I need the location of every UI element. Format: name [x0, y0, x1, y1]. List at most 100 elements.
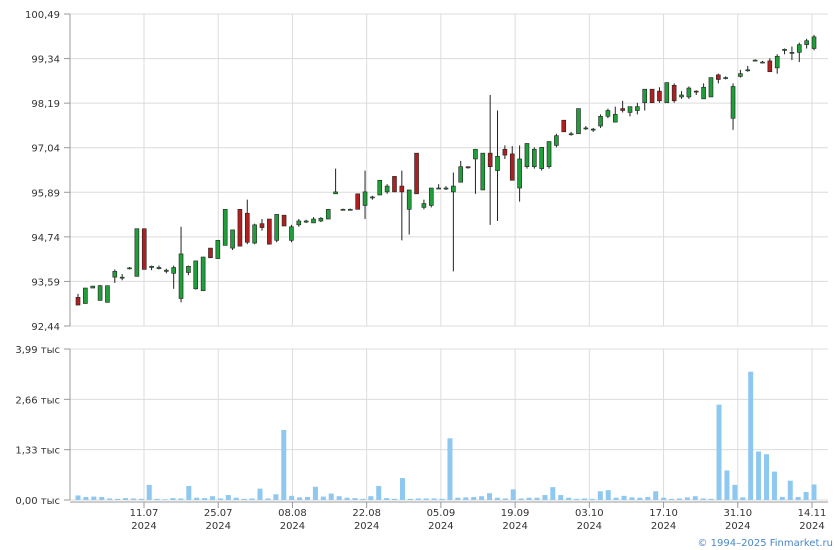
volume-bar [676, 498, 682, 500]
volume-bar [653, 491, 659, 500]
volume-bar [471, 496, 477, 500]
volume-bar [487, 493, 493, 500]
price-tick-label: 95,89 [31, 188, 60, 199]
price-tick-label: 97,04 [31, 144, 60, 155]
candle-body [75, 297, 81, 306]
candle-body [141, 228, 147, 270]
candle-body [723, 77, 728, 79]
candle-body [620, 108, 625, 111]
candle-body [679, 94, 684, 98]
candle-body [362, 191, 368, 206]
candle-body [495, 155, 500, 171]
candle-body [392, 176, 397, 193]
candle-body [576, 108, 581, 135]
price-tick-label: 100,49 [25, 10, 60, 21]
candle-body [421, 203, 427, 208]
candle-body [760, 61, 765, 64]
price-y-axis: 100,49 99,34 98,19 97,04 95,89 94,74 93,59 92,4… [25, 10, 70, 333]
volume-bar [399, 478, 405, 500]
candle-body [333, 191, 338, 195]
candle-body [502, 148, 508, 156]
candle-body [693, 90, 699, 93]
volume-bar [257, 488, 263, 500]
volume-bar [613, 497, 619, 500]
candle-body [178, 253, 184, 299]
candle-body [642, 88, 648, 104]
price-tick-label: 92,44 [31, 322, 60, 333]
volume-bar [415, 498, 421, 500]
candle-body [716, 74, 721, 80]
price-tick-label: 94,74 [31, 233, 60, 244]
copyright-text[interactable]: © 1994–2025 Finmarket.ru [697, 538, 833, 549]
volume-bar [99, 496, 105, 500]
candle-body [590, 128, 596, 131]
volume-bar [811, 484, 817, 500]
x-tick-label-year: 2024 [799, 521, 824, 532]
volume-bar [162, 499, 168, 500]
x-tick-label-day: 25.07 [204, 508, 233, 519]
candle-body [517, 158, 522, 189]
x-tick-label-day: 05.09 [427, 508, 456, 519]
volume-bar [170, 498, 176, 500]
volume-bar [661, 497, 667, 500]
x-tick-label-year: 2024 [502, 521, 527, 532]
x-tick-label-day: 31.10 [723, 508, 752, 519]
candle-body [738, 73, 743, 77]
volume-bar [289, 495, 295, 500]
x-tick-label-year: 2024 [651, 521, 676, 532]
candle-body [627, 106, 633, 113]
candle-body [487, 152, 493, 168]
volume-bar [217, 498, 223, 500]
candle-body [281, 214, 287, 227]
candle-body [796, 44, 802, 53]
candle-body [782, 48, 787, 51]
candle-body [730, 86, 736, 119]
volume-bar [550, 487, 556, 500]
x-tick-label-day: 19.09 [501, 508, 530, 519]
candle-body [612, 114, 618, 123]
candle-body [443, 187, 449, 190]
volume-bar [154, 498, 160, 500]
x-tick-label-day: 08.08 [278, 508, 307, 519]
volume-bar [447, 438, 453, 500]
candle-body [230, 229, 235, 249]
candle-body [671, 85, 677, 102]
candle-body [222, 209, 228, 246]
candle-body [156, 267, 162, 269]
volume-bar [779, 496, 785, 500]
candle-body [480, 152, 486, 191]
candle-body [149, 266, 154, 268]
volume-bar [740, 497, 746, 500]
candle-body [524, 143, 530, 168]
volume-bar [637, 497, 643, 500]
candle-body [561, 119, 567, 133]
volume-bar [605, 490, 611, 500]
volume-bar [732, 484, 738, 500]
candle-body [355, 193, 360, 210]
volume-tick-label: 3,99 тыс [15, 345, 60, 356]
candle-body [635, 106, 640, 111]
volume-bar [202, 498, 208, 500]
candle-body [664, 82, 670, 104]
volume-bar [526, 497, 532, 500]
volume-bar [233, 497, 239, 500]
volume-bar [518, 498, 524, 500]
candle-body [767, 60, 773, 73]
volume-bar [265, 498, 271, 500]
volume-bar [249, 498, 255, 500]
volume-bar [210, 496, 216, 500]
x-tick-label-year: 2024 [280, 521, 305, 532]
volume-bar [597, 491, 603, 500]
price-candles [75, 34, 817, 306]
candle-body [252, 224, 257, 244]
volume-bar [795, 496, 801, 500]
candle-body [237, 209, 243, 247]
volume-tick-label: 1,33 тыс [15, 446, 60, 457]
volume-bar [376, 485, 382, 500]
candle-body [657, 90, 662, 102]
volume-bar [328, 493, 334, 500]
candle-body [473, 148, 478, 160]
volume-bar [83, 496, 89, 500]
candle-body [200, 256, 206, 292]
candle-body [774, 55, 780, 69]
